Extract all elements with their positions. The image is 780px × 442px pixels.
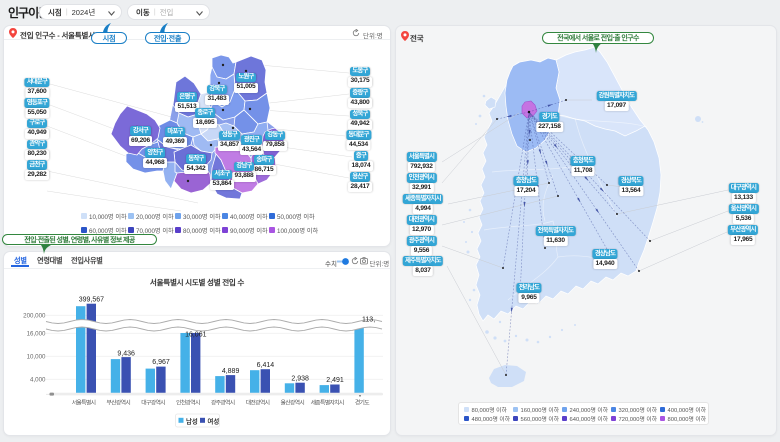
svg-text:대전광역시: 대전광역시 xyxy=(246,399,270,407)
svg-text:6,414: 6,414 xyxy=(257,362,275,369)
svg-text:200,000: 200,000 xyxy=(23,313,46,320)
svg-text:4,000: 4,000 xyxy=(30,377,46,384)
svg-text:울산광역시: 울산광역시 xyxy=(280,399,304,407)
svg-text:서울특별시: 서울특별시 xyxy=(72,399,96,407)
svg-text:399,567: 399,567 xyxy=(79,297,104,304)
svg-text:10,000: 10,000 xyxy=(27,354,46,361)
svg-text:남성: 남성 xyxy=(186,416,198,425)
svg-text:113,: 113, xyxy=(362,317,375,324)
svg-text:16,000: 16,000 xyxy=(27,331,46,338)
svg-text:2,491: 2,491 xyxy=(326,377,344,384)
svg-text:광주광역시: 광주광역시 xyxy=(211,399,235,407)
svg-text:6,967: 6,967 xyxy=(152,359,170,366)
svg-text:16,061: 16,061 xyxy=(185,332,207,339)
svg-text:경기도: 경기도 xyxy=(355,399,370,407)
svg-text:4,889: 4,889 xyxy=(222,368,240,375)
svg-text:세종특별자치시: 세종특별자치시 xyxy=(311,399,344,407)
svg-text:9,436: 9,436 xyxy=(117,350,135,357)
svg-text:대구광역시: 대구광역시 xyxy=(141,399,165,407)
svg-text:부산광역시: 부산광역시 xyxy=(106,399,130,407)
svg-text:2,938: 2,938 xyxy=(291,375,309,382)
svg-text:여성: 여성 xyxy=(208,416,220,425)
svg-text:인천광역시: 인천광역시 xyxy=(176,399,200,407)
